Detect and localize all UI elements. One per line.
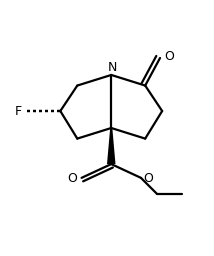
Text: O: O <box>67 173 77 185</box>
Polygon shape <box>107 128 116 164</box>
Text: O: O <box>144 173 153 185</box>
Text: F: F <box>15 104 22 118</box>
Text: O: O <box>164 50 174 63</box>
Text: N: N <box>108 61 117 74</box>
